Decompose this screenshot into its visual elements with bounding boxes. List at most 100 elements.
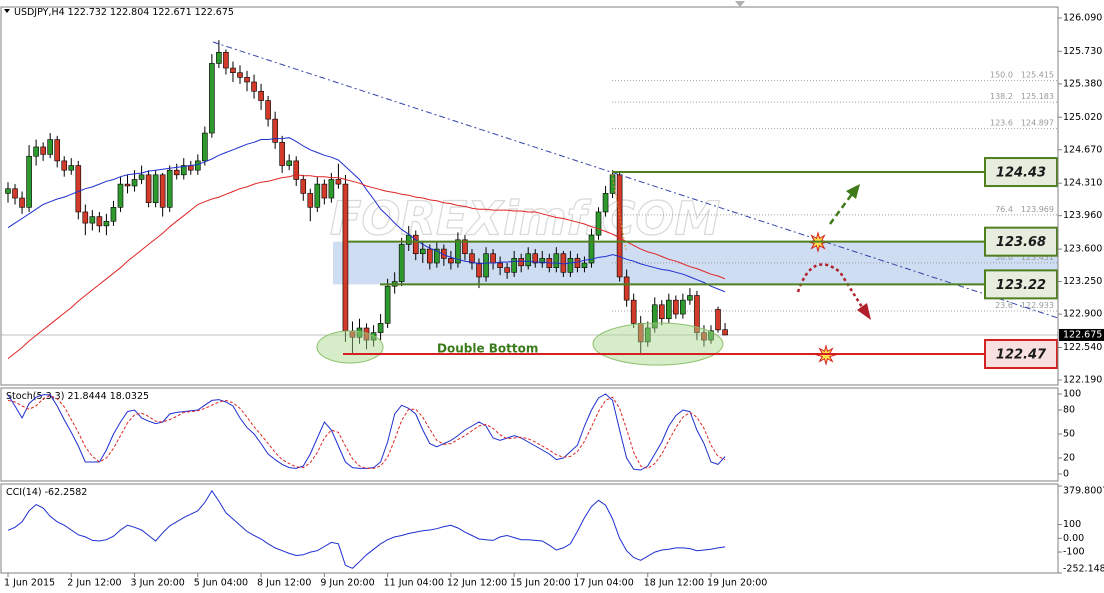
x-tick-label: 19 Jun 20:00 — [707, 578, 767, 589]
candle-body — [47, 139, 53, 155]
candle-body — [342, 183, 349, 332]
indicator-line — [7, 489, 726, 569]
candle-body — [159, 174, 166, 208]
indicator-line — [7, 137, 726, 293]
candle-body — [715, 309, 721, 331]
fib-label: 123.6 124.897 — [990, 118, 1054, 127]
y-tick-label: 122.190 — [1063, 374, 1102, 385]
y-tick-label: -100 — [1063, 547, 1085, 558]
candle-body — [722, 329, 728, 336]
y-tick-label: 122.540 — [1063, 342, 1102, 353]
candle-body — [307, 193, 314, 208]
candle-body — [644, 327, 651, 343]
candle-body — [251, 81, 257, 92]
candle-body — [314, 183, 321, 208]
candle-body — [469, 253, 475, 264]
y-tick-label: 0.00 — [1063, 533, 1084, 544]
current-price-box — [1059, 328, 1104, 341]
level-label: 122.47 — [996, 347, 1047, 362]
indicator-line — [7, 395, 726, 469]
candle-body — [19, 197, 25, 208]
candle-body — [476, 262, 482, 278]
level-box — [984, 157, 1058, 188]
fib-ratio: 138.2 — [990, 92, 1013, 101]
candle-body — [483, 253, 489, 278]
fib-price: 123.451 — [1021, 252, 1054, 261]
symbol-menu-icon — [4, 9, 10, 13]
fib-label: 23.6 122.933 — [995, 301, 1054, 310]
stoch-signal-value: 18.0325 — [110, 391, 149, 402]
candle-body — [553, 253, 560, 268]
y-tick-label: 124.310 — [1063, 178, 1102, 189]
background-layer: 150.0 125.415 138.2 125.183 123.6 124.897 76.4… — [1, 70, 1058, 336]
candles-layer — [5, 40, 728, 359]
candle-body — [694, 295, 700, 333]
candle-body — [96, 216, 103, 227]
candle-body — [26, 155, 32, 208]
low: 122.671 — [152, 7, 191, 18]
current-price-label: 122.675 — [1063, 329, 1102, 340]
level-box-bg — [985, 339, 1057, 368]
x-tick-label: 11 Jun 04:00 — [384, 578, 444, 589]
candle-body — [658, 304, 665, 320]
y-tick-label: 123.960 — [1063, 210, 1102, 221]
candle-body — [82, 211, 89, 224]
watermark: FOREXimf.COM — [330, 192, 720, 246]
candle-body — [708, 330, 714, 341]
y-tick-label: 125.020 — [1063, 112, 1102, 123]
candle-body — [293, 160, 300, 180]
y-tick-label: 80 — [1063, 405, 1075, 416]
x-tick-label: 18 Jun 12:00 — [644, 578, 704, 589]
y-tick-label: 100 — [1063, 519, 1081, 530]
x-tick-label: 8 Jun 12:00 — [257, 578, 311, 589]
y-tick-label: 123.600 — [1063, 244, 1102, 255]
level-label: 124.43 — [996, 166, 1046, 181]
indicator-line — [7, 174, 726, 359]
candle-body — [75, 165, 82, 213]
y-tick-label: 123.250 — [1063, 276, 1102, 287]
fib-price: 123.969 — [1021, 204, 1054, 213]
level-box — [984, 226, 1058, 257]
chart-shift-marker — [735, 1, 745, 7]
candle-body — [286, 160, 293, 166]
bottom-ellipse — [316, 330, 384, 364]
cci-value: -62.2582 — [45, 487, 88, 498]
fib-anchor-line — [611, 173, 627, 251]
candle-body — [335, 179, 342, 185]
candle-body — [405, 234, 412, 245]
fib-ratio: 50.0 — [995, 252, 1013, 261]
fib-ratio: 76.4 — [995, 204, 1013, 213]
x-tick-label: 5 Jun 04:00 — [194, 578, 248, 589]
fib-ratio: 150.0 — [990, 70, 1013, 79]
candle-body — [356, 327, 363, 338]
candle-body — [195, 160, 201, 171]
up-arrow — [828, 193, 854, 225]
fib-price: 122.933 — [1021, 301, 1054, 310]
candle-body — [209, 63, 215, 134]
symbol: USDJPY,H4 — [14, 7, 65, 18]
y-tick-label: 20 — [1063, 453, 1075, 464]
candle-body — [490, 253, 496, 264]
candle-body — [462, 239, 468, 255]
y-tick-label: 379.8007 — [1063, 486, 1104, 497]
fib-price: 124.897 — [1021, 118, 1054, 127]
candle-body — [202, 132, 208, 162]
chart-header: USDJPY,H4 122.732 122.804 122.671 122.67… — [14, 7, 234, 18]
candle-body — [216, 51, 222, 64]
candle-body — [504, 267, 510, 273]
candle-body — [230, 67, 236, 74]
candle-body — [455, 239, 461, 264]
candle-body — [173, 169, 180, 176]
candle-body — [166, 169, 173, 208]
candle-body — [328, 179, 335, 199]
x-tick-label: 2 Jun 12:00 — [67, 578, 121, 589]
levels-layer: 124.43 123.68 123.22 122.47 — [343, 157, 1058, 369]
candle-body — [518, 258, 524, 267]
bottom-ellipse — [592, 322, 724, 366]
x-tick-label: 1 Jun 2015 — [4, 578, 55, 589]
high: 122.804 — [110, 7, 149, 18]
candle-body — [673, 299, 679, 315]
